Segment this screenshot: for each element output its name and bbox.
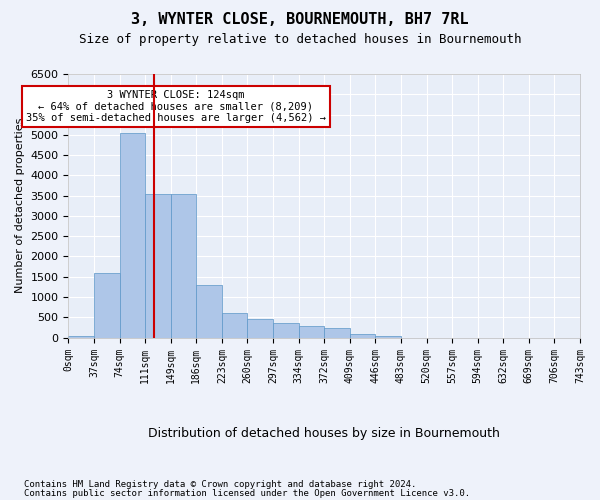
Bar <box>171 194 196 338</box>
Text: Contains HM Land Registry data © Crown copyright and database right 2024.: Contains HM Land Registry data © Crown c… <box>24 480 416 489</box>
X-axis label: Distribution of detached houses by size in Bournemouth: Distribution of detached houses by size … <box>148 427 500 440</box>
Bar <box>247 320 273 338</box>
Text: 3 WYNTER CLOSE: 124sqm
← 64% of detached houses are smaller (8,209)
35% of semi-: 3 WYNTER CLOSE: 124sqm ← 64% of detached… <box>26 90 326 123</box>
Text: Contains public sector information licensed under the Open Government Licence v3: Contains public sector information licen… <box>24 488 470 498</box>
Bar <box>222 314 247 338</box>
Bar <box>376 336 401 338</box>
Bar <box>273 324 299 338</box>
Bar <box>68 336 94 338</box>
Text: Size of property relative to detached houses in Bournemouth: Size of property relative to detached ho… <box>79 32 521 46</box>
Y-axis label: Number of detached properties: Number of detached properties <box>15 118 25 294</box>
Bar <box>324 328 350 338</box>
Bar <box>94 272 119 338</box>
Bar <box>299 326 324 338</box>
Bar <box>196 285 222 338</box>
Bar <box>145 194 171 338</box>
Text: 3, WYNTER CLOSE, BOURNEMOUTH, BH7 7RL: 3, WYNTER CLOSE, BOURNEMOUTH, BH7 7RL <box>131 12 469 28</box>
Bar <box>350 334 376 338</box>
Bar <box>119 133 145 338</box>
